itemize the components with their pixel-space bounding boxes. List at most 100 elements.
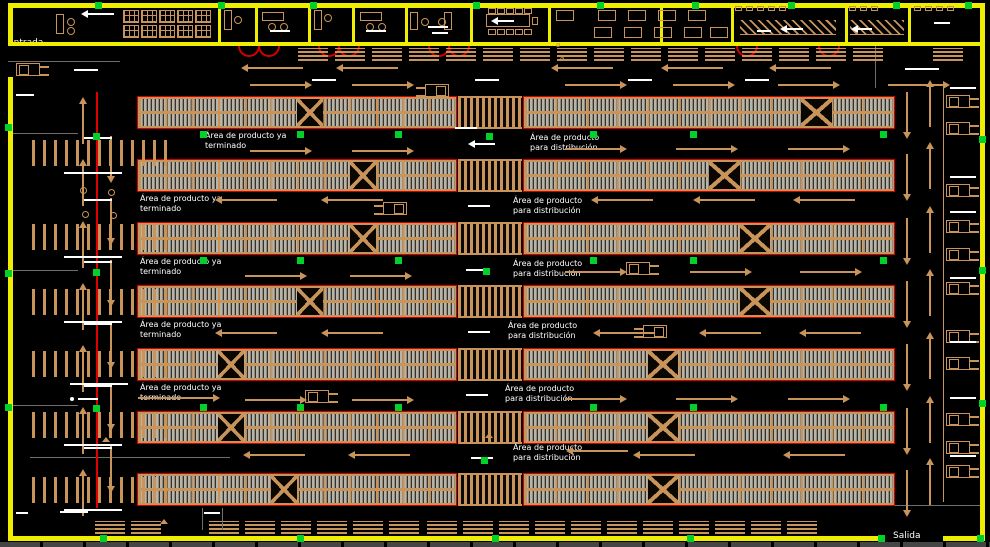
rack-row-6-left-shelf: [139, 414, 455, 426]
room-divider-wall: [255, 3, 258, 46]
pallet-stack: [607, 521, 637, 534]
rack-row-4-left-cross-brace: [297, 288, 324, 315]
restroom-stalls: [850, 20, 904, 35]
dimension-line: [222, 508, 223, 530]
label-finished-product-3-line1: Área de producto ya: [140, 257, 222, 266]
room-flow-arrow: [851, 25, 872, 33]
aisle-1-arrow: [788, 145, 850, 153]
column-marker: [893, 2, 900, 9]
restroom-fixture: [849, 6, 856, 11]
wall: [8, 3, 985, 8]
rack-row-3-left-shelf: [139, 225, 455, 237]
pallet-stack: [535, 521, 565, 534]
traffic-dash: [78, 398, 98, 400]
cafeteria-table: [594, 27, 612, 38]
rack-row-6-right-shelf: [525, 414, 893, 426]
column-marker: [878, 535, 885, 542]
aisle-6-arrow: [348, 451, 410, 459]
office-chair: [438, 18, 446, 26]
rack-row-4-right-shelf: [525, 288, 893, 300]
column-marker: [965, 2, 972, 9]
cafeteria-table: [688, 10, 706, 21]
restroom-fixture: [947, 6, 954, 11]
traffic-dash: [455, 127, 477, 129]
label-distribution-product-2-line1: Área de producto: [513, 196, 583, 205]
rack-row-3-right-shelf: [525, 240, 893, 252]
column-marker: [483, 268, 490, 275]
aisle-2-arrow: [215, 196, 277, 204]
pallet-stack: [787, 521, 817, 534]
column-marker: [690, 257, 697, 264]
aisle-3-arrow: [350, 272, 412, 280]
pallet-stack: [281, 521, 311, 534]
flow-arrow-d: [903, 218, 911, 265]
office-chair: [67, 18, 75, 26]
wall: [8, 536, 885, 541]
column-marker: [880, 404, 887, 411]
aisle-3-arrow: [565, 268, 627, 276]
wall: [8, 77, 13, 541]
traffic-dash: [934, 22, 950, 24]
rack-row-4-right-shelf: [525, 303, 893, 315]
forklift-icon: [626, 262, 659, 275]
label-finished-product-5-line1: Área de producto ya: [140, 383, 222, 392]
rack-row-2-left-shelf: [139, 177, 455, 189]
column-marker: [93, 269, 100, 276]
aisle-5-arrow: [352, 396, 414, 404]
label-finished-product-1-line1: Área de producto ya: [205, 131, 287, 140]
traffic-dash: [950, 397, 976, 399]
rack-row-1-right-shelf: [525, 99, 893, 111]
label-distribution-product-4-line2: para distribución: [508, 331, 576, 340]
column-marker: [481, 457, 488, 464]
label-distribution-product-6-line1: Área de producto: [513, 443, 583, 452]
column-marker: [93, 405, 100, 412]
pallet-stack: [779, 48, 809, 61]
column-marker: [218, 2, 225, 9]
office-chair: [324, 14, 332, 22]
traffic-dash: [64, 172, 122, 174]
restroom-fixture: [860, 6, 867, 11]
flow-arrow-r: [250, 81, 312, 89]
storage-box-grid: [177, 25, 193, 38]
column-marker: [395, 131, 402, 138]
flow-arrow-r: [352, 81, 414, 89]
traffic-dash: [757, 30, 771, 32]
flow-arrow-l: [241, 64, 303, 72]
storage-box-grid: [159, 10, 175, 23]
staging-lane-line: [943, 88, 944, 502]
room-divider-wall: [548, 3, 551, 46]
conference-chair: [524, 29, 532, 35]
rack-row-3-right-cross-brace: [739, 225, 771, 252]
aisle-1-arrow: [676, 145, 738, 153]
aisle-5-arrow: [565, 395, 627, 403]
forklift-icon: [305, 390, 338, 403]
room-divider-wall: [352, 3, 355, 46]
forklift-icon: [374, 202, 407, 215]
flow-arrow-l: [551, 64, 613, 72]
traffic-dash: [74, 69, 98, 71]
pallet-staging-block: [32, 289, 174, 315]
rack-row-4-right-cross-brace: [739, 288, 771, 315]
guide-line: [875, 46, 876, 88]
column-marker: [692, 2, 699, 9]
flow-arrow-l: [336, 64, 398, 72]
aisle-6-arrow: [633, 451, 695, 459]
aisle-4-arrow: [593, 329, 655, 337]
office-chair: [67, 27, 75, 35]
aisle-2-arrow: [693, 196, 755, 204]
room-divider-wall: [731, 3, 734, 46]
entrance-guide-line: [8, 61, 120, 62]
forklift-icon: [634, 325, 667, 338]
column-marker: [788, 2, 795, 9]
column-marker: [93, 133, 100, 140]
label-finished-product-4-line1: Área de producto ya: [140, 320, 222, 329]
flow-arrow-d: [903, 92, 911, 139]
pallet-stack: [631, 48, 661, 61]
rack-row-7-left-cross-brace: [270, 476, 297, 503]
office-chair: [421, 18, 429, 26]
traffic-dash: [84, 385, 112, 387]
column-marker: [395, 257, 402, 264]
pallet-stack: [483, 48, 513, 61]
pallet-staging-block: [32, 412, 174, 438]
pallet-stack: [409, 48, 439, 61]
